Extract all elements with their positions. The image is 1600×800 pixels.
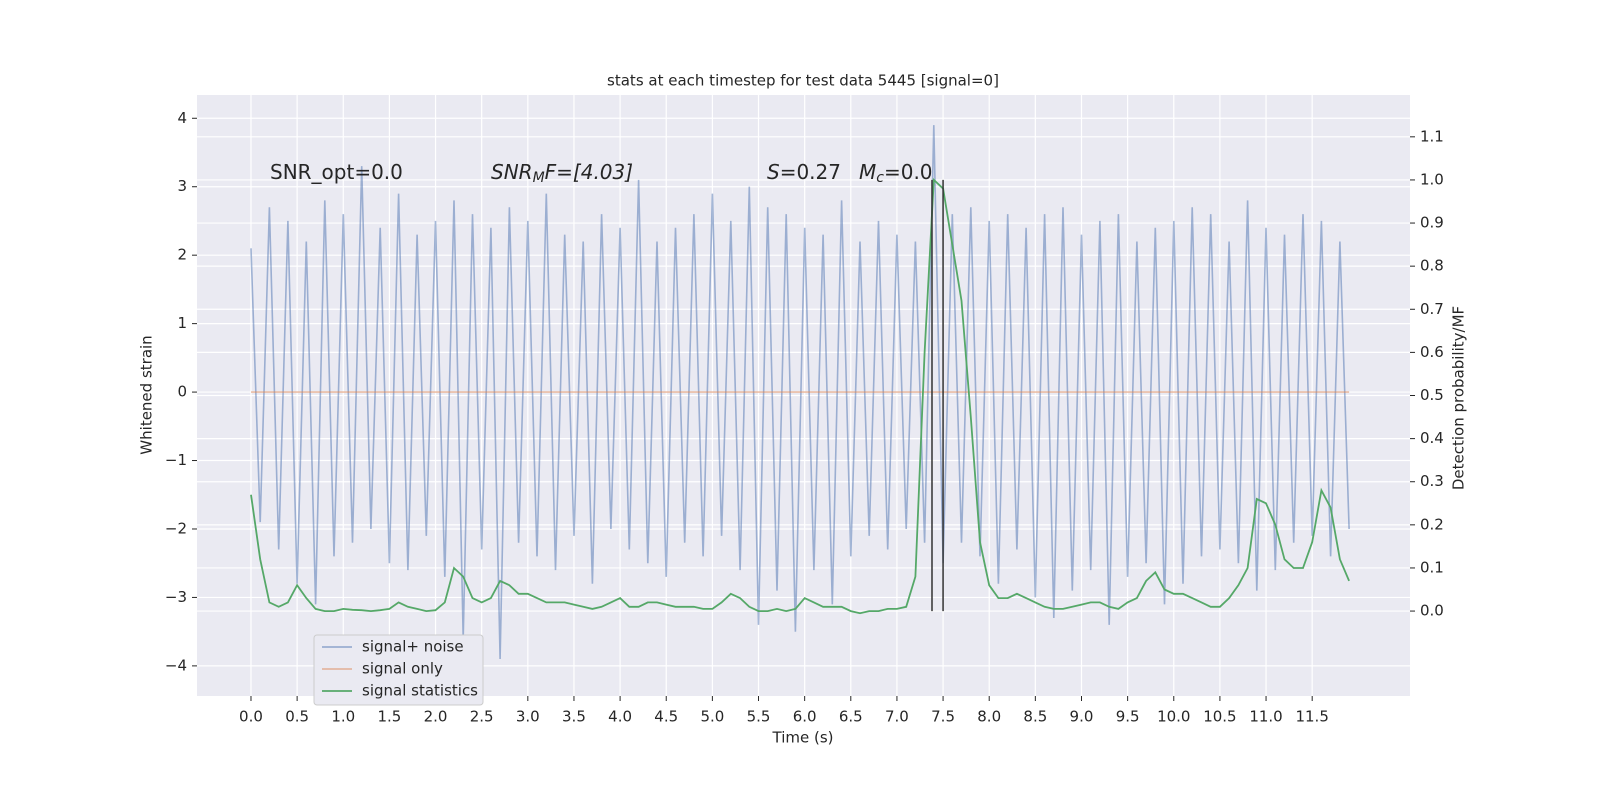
x-tick-label: 9.0 (1070, 708, 1094, 726)
x-tick-label: 10.5 (1203, 708, 1236, 726)
y-tick-label: 4 (177, 109, 187, 127)
x-tick-label: 9.5 (1116, 708, 1140, 726)
annotation-part: M (859, 160, 876, 184)
annotation: Mc=0.0 (859, 160, 933, 187)
y2-tick-label: 0.8 (1420, 257, 1444, 275)
x-tick-label: 2.5 (470, 708, 494, 726)
y2-tick-label: 0.6 (1420, 343, 1444, 361)
series-line (250, 177, 1350, 615)
y2-tick-label: 0.4 (1420, 429, 1444, 447)
y2-tick-label: 1.1 (1420, 127, 1444, 145)
y2-tick-label: 0.5 (1420, 386, 1444, 404)
x-axis-label: Time (s) (772, 729, 834, 747)
y-tick-label: −2 (165, 519, 187, 537)
y-tick-label: 1 (177, 314, 187, 332)
y2-tick-label: 0.0 (1420, 602, 1444, 620)
x-tick-label: 1.0 (331, 708, 355, 726)
y-tick-label: 3 (177, 177, 187, 195)
x-tick-label: 7.5 (931, 708, 955, 726)
x-tick-label: 6.5 (839, 708, 863, 726)
legend-label: signal+ noise (362, 638, 464, 656)
x-tick-label: 1.5 (377, 708, 401, 726)
y-tick-label: 2 (177, 246, 187, 264)
y-axis-label: Whitened strain (138, 335, 156, 454)
y-tick-label: −3 (165, 588, 187, 606)
x-tick-label: 7.0 (885, 708, 909, 726)
x-tick-label: 0.0 (239, 708, 263, 726)
x-tick-label: 11.5 (1295, 708, 1328, 726)
series-line (250, 125, 1350, 660)
annotation: SNRMF=[4.03] (491, 160, 633, 187)
annotation-part: c (876, 170, 884, 186)
x-tick-label: 4.0 (608, 708, 632, 726)
y2-tick-label: 0.9 (1420, 214, 1444, 232)
x-tick-label: 8.0 (977, 708, 1001, 726)
x-tick-label: 4.5 (654, 708, 678, 726)
x-tick-label: 5.0 (700, 708, 724, 726)
x-tick-label: 10.0 (1157, 708, 1190, 726)
annotation-part: S (767, 160, 780, 184)
x-tick-label: 2.0 (424, 708, 448, 726)
x-tick-label: 11.0 (1249, 708, 1282, 726)
y2-tick-label: 0.7 (1420, 300, 1444, 318)
annotation-part: SNR_opt=0.0 (270, 160, 403, 184)
chart-title: stats at each timestep for test data 544… (607, 72, 999, 90)
legend-label: signal only (362, 660, 443, 678)
y-tick-label: −4 (165, 656, 187, 674)
x-tick-label: 3.0 (516, 708, 540, 726)
annotation: S=0.27 (767, 160, 841, 184)
y2-tick-label: 0.1 (1420, 558, 1444, 576)
x-tick-label: 5.5 (747, 708, 771, 726)
annotation-part: SNR (491, 160, 533, 184)
x-tick-label: 3.5 (562, 708, 586, 726)
x-tick-label: 6.0 (793, 708, 817, 726)
y-tick-label: −1 (165, 451, 187, 469)
y2-tick-label: 1.0 (1420, 170, 1444, 188)
annotation-part: M (533, 170, 545, 186)
y-tick-label: 0 (177, 383, 187, 401)
annotation-part: F=[4.03] (545, 160, 633, 184)
x-tick-label: 0.5 (285, 708, 309, 726)
annotation-part: =0.0 (884, 160, 933, 184)
legend-label: signal statistics (362, 682, 478, 700)
legend-box (313, 634, 484, 706)
annotation: SNR_opt=0.0 (270, 160, 403, 184)
y2-tick-label: 0.2 (1420, 515, 1444, 533)
y2-tick-label: 0.3 (1420, 472, 1444, 490)
x-tick-label: 8.5 (1023, 708, 1047, 726)
y2-axis-label: Detection probability/MF (1450, 306, 1468, 490)
annotation-part: =0.27 (780, 160, 841, 184)
